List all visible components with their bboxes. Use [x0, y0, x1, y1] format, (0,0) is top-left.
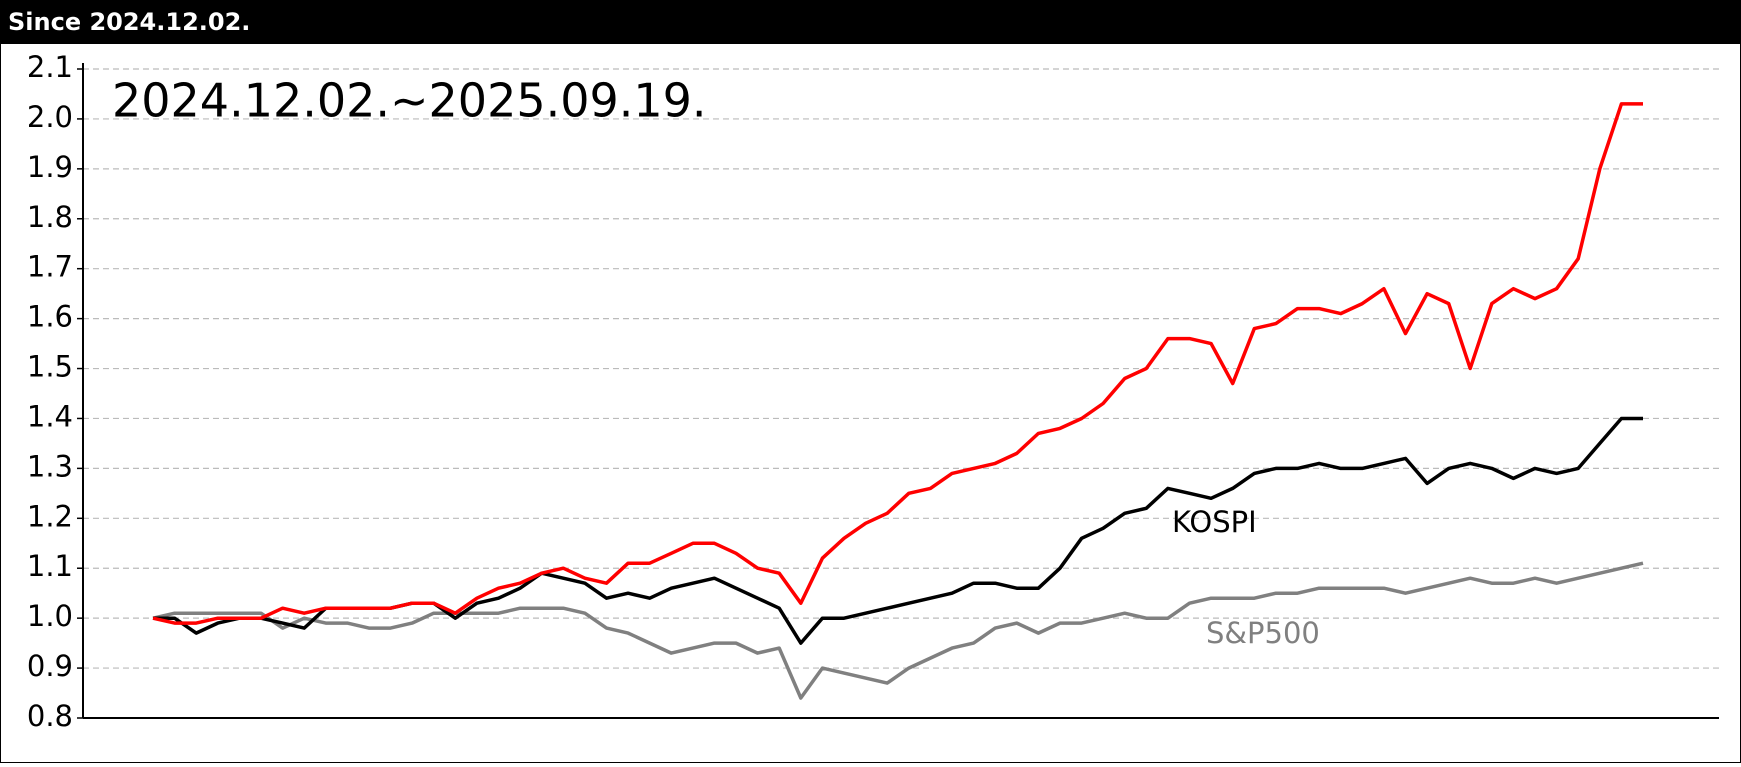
y-tick-label: 1.8: [27, 200, 73, 234]
annotation: S&P500: [1206, 616, 1320, 650]
y-tick-label: 1.5: [27, 350, 73, 384]
y-tick-label: 0.9: [27, 649, 73, 683]
y-tick-label: 1.1: [27, 549, 73, 583]
y-tick-label: 1.2: [27, 499, 73, 533]
y-tick-label: 1.6: [27, 300, 73, 334]
y-tick-label: 2.1: [27, 50, 73, 84]
y-tick-label: 2.0: [27, 100, 73, 134]
series-line: [152, 102, 1643, 625]
header-bar: [0, 0, 1741, 44]
annotation: KOSPI: [1172, 505, 1257, 539]
y-tick-label: 1.3: [27, 449, 73, 483]
y-tick-label: 0.8: [27, 699, 73, 733]
chart-title: 2024.12.02.~2025.09.19.: [112, 74, 707, 128]
y-tick-label: 1.7: [27, 250, 73, 284]
series-line: [152, 561, 1644, 700]
header-title: Since 2024.12.02.: [8, 8, 250, 36]
y-tick-label: 1.4: [27, 399, 73, 433]
y-tick-label: 1.0: [27, 599, 73, 633]
y-tick-label: 1.9: [27, 150, 73, 184]
